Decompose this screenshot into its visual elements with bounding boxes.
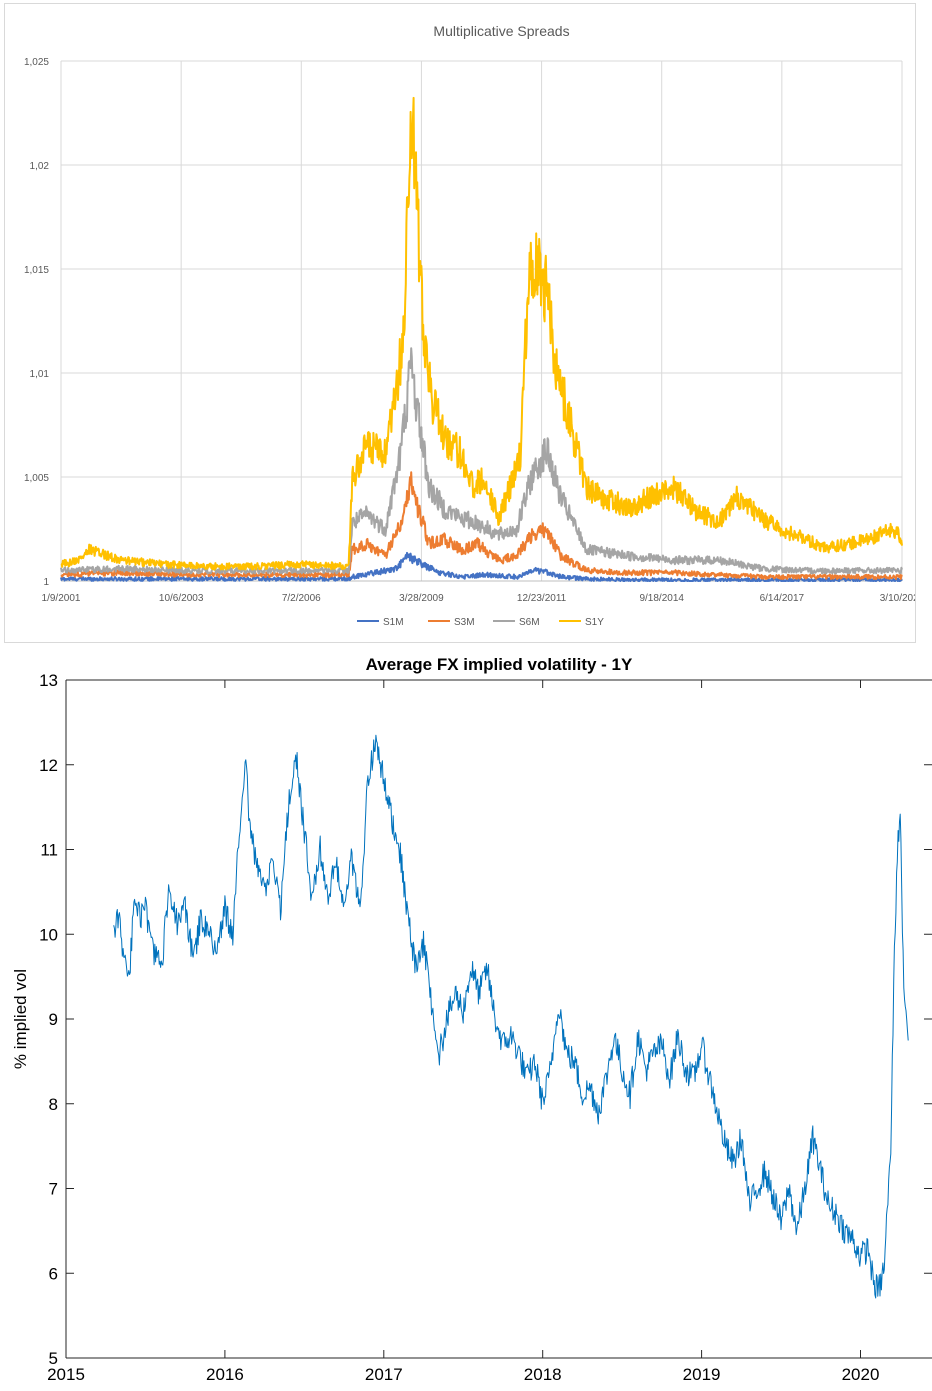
chart1-svg: Multiplicative Spreads 1 1,005 1,01 1,015 1,0…	[24, 23, 915, 628]
chart1-x-tick-label: 1/9/2001	[42, 593, 81, 604]
chart1-series-line-s1y	[60, 96, 903, 571]
chart-multiplicative-spreads: Multiplicative Spreads 1 1,005 1,01 1,015 1,0…	[4, 3, 916, 643]
chart1-y-tick-label: 1	[43, 577, 49, 588]
chart1-x-tick-label: 12/23/2011	[517, 593, 567, 604]
chart2-x-tick-label: 2016	[206, 1365, 244, 1384]
chart1-y-tick-label: 1,025	[24, 57, 49, 68]
chart1-y-tick-label: 1,005	[24, 473, 49, 484]
chart2-y-tick-label: 8	[49, 1095, 58, 1114]
chart2-y-tick-label: 10	[39, 925, 58, 944]
chart2-y-tick-label: 7	[49, 1180, 58, 1199]
chart1-legend-label-s1m: S1M	[383, 617, 404, 628]
chart1-x-tick-label: 6/14/2017	[760, 593, 805, 604]
chart2-x-tick-label: 2019	[683, 1365, 721, 1384]
chart1-y-tick-label: 1,01	[30, 369, 50, 380]
chart1-x-tick-label: 3/10/2020	[880, 593, 915, 604]
chart2-y-tick-label: 12	[39, 756, 58, 775]
chart2-y-axis-label: % implied vol	[11, 969, 30, 1069]
chart1-y-tick-label: 1,02	[30, 161, 50, 172]
chart2-series-line	[113, 734, 909, 1299]
chart2-x-tick-label: 2018	[524, 1365, 562, 1384]
chart2-y-tick-label: 9	[49, 1010, 58, 1029]
chart1-legend-label-s6m: S6M	[519, 617, 540, 628]
chart1-y-tick-label: 1,015	[24, 265, 49, 276]
chart2-x-tick-label: 2017	[365, 1365, 403, 1384]
chart2-y-tick-label: 5	[49, 1349, 58, 1368]
chart1-x-tick-label: 7/2/2006	[282, 593, 321, 604]
chart1-legend-label-s3m: S3M	[454, 617, 475, 628]
chart1-title: Multiplicative Spreads	[433, 23, 569, 39]
chart2-y-tick-label: 11	[40, 841, 58, 860]
chart2-y-tick-label: 13	[39, 671, 58, 690]
chart2-y-tick-label: 6	[49, 1264, 58, 1283]
chart1-x-tick-label: 3/28/2009	[399, 593, 444, 604]
chart2-title: Average FX implied volatility - 1Y	[366, 655, 633, 674]
chart2-x-tick-label: 2020	[842, 1365, 880, 1384]
chart1-series-line-s6m	[60, 347, 903, 575]
chart1-x-tick-label: 9/18/2014	[639, 593, 684, 604]
chart2-x-tick-label: 2015	[47, 1365, 85, 1384]
chart1-x-tick-label: 10/6/2003	[159, 593, 204, 604]
chart1-legend-label-s1y: S1Y	[585, 617, 604, 628]
